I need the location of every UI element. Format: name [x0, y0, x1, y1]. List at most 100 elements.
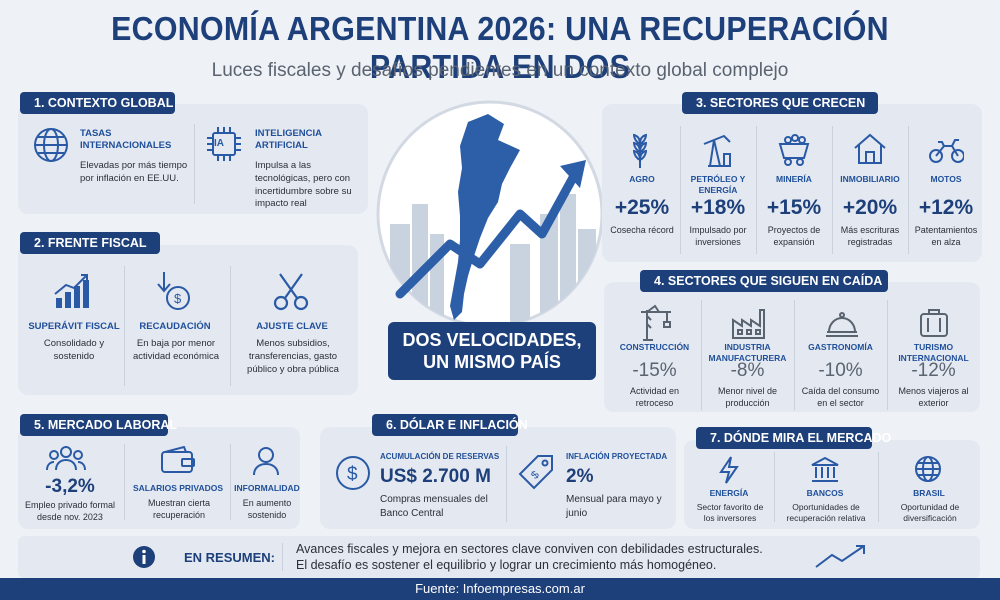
dolar-card: [320, 427, 676, 529]
resumen-text-2: El desafío es sostener el equilibrio y l…: [296, 558, 717, 572]
caida-sector-label: TURISMO INTERNACIONAL: [898, 342, 969, 363]
bar-chart-icon: [54, 274, 89, 308]
lightning-icon: [719, 456, 739, 484]
fiscal-header: 2. FRENTE FISCAL: [20, 232, 160, 254]
center-banner: DOS VELOCIDADES, UN MISMO PAÍS: [388, 322, 596, 380]
crecen-sector-value: +18%: [690, 196, 746, 219]
globe-icon: [915, 456, 941, 482]
price-tag-icon: $: [518, 455, 553, 490]
page-title: ECONOMÍA ARGENTINA 2026: UNA RECUPERACIÓ…: [111, 10, 889, 85]
ai-chip-icon: [207, 127, 241, 161]
divider: [230, 266, 231, 386]
resumen-text-1: Avances fiscales y mejora en sectores cl…: [296, 542, 763, 556]
crecen-sector-label: INMOBILIARIO: [840, 174, 900, 184]
inflacion-value: 2%: [566, 466, 594, 487]
laboral-card: [18, 427, 300, 529]
reservas-label: ACUMULACIÓN DE RESERVAS: [380, 452, 500, 461]
info-icon: [133, 546, 155, 568]
ia-text: Impulsa a las tecnológicas, pero con inc…: [255, 160, 352, 210]
mercado-card: [684, 440, 980, 529]
crecen-sector-text: Proyectos de expansión: [767, 225, 821, 248]
crecen-sector-label: MINERÍA: [776, 174, 812, 184]
divider: [701, 300, 702, 410]
reservas-value: US$ 2.700 M: [380, 466, 491, 487]
bancos-label: BANCOS: [806, 488, 844, 498]
wallet-icon: [161, 446, 195, 473]
salarios-label: SALARIOS PRIVADOS: [132, 483, 224, 493]
caida-sector-value: -10%: [818, 360, 863, 381]
crecen-sector-value: +25%: [614, 196, 670, 219]
crecen-sector-value: +20%: [842, 196, 898, 219]
center-illustration: [376, 100, 604, 328]
inflacion-text: Mensual para mayo y junio: [566, 494, 662, 519]
energia-label: ENERGÍA: [709, 488, 749, 498]
divider: [756, 126, 757, 254]
brasil-label: BRASIL: [913, 488, 945, 498]
caida-sector-value: -8%: [730, 360, 765, 381]
brasil-text: Oportunidad de diversificación: [900, 502, 960, 524]
divider: [832, 126, 833, 254]
person-icon: [253, 447, 279, 476]
cloche-icon: [825, 312, 858, 337]
caida-header: 4. SECTORES QUE SIGUEN EN CAÍDA: [640, 270, 888, 292]
caida-sector-value: -15%: [632, 360, 677, 381]
recaudacion-label: RECAUDACIÓN: [139, 321, 211, 332]
wheat-icon: [632, 133, 648, 168]
energia-text: Sector favorito de los inversores: [696, 502, 764, 524]
caida-sector-text: Actividad en retroceso: [629, 386, 680, 409]
crecen-sector-label: AGRO: [629, 174, 655, 184]
reservas-text: Compras mensuales del Banco Central: [380, 494, 488, 519]
crecen-sector-text: Impulsado por inversiones: [689, 225, 747, 248]
scissors-icon: [273, 273, 309, 311]
divider: [282, 543, 283, 571]
divider: [230, 444, 231, 520]
caida-sector-text: Caída del consumo en el sector: [801, 386, 880, 409]
trend-up-icon: [815, 545, 865, 568]
crecen-sector-text: Cosecha récord: [610, 225, 674, 235]
crane-icon: [640, 304, 671, 341]
mining-cart-icon: [778, 134, 810, 166]
dollar-coin-icon: $: [336, 456, 370, 490]
caida-sector-text: Menos viajeros al exterior: [898, 386, 969, 409]
recaudacion-text: En baja por menor actividad económica: [132, 338, 220, 362]
crecen-sector-label: PETRÓLEO Y ENERGÍA: [690, 174, 746, 195]
globe-icon: [34, 128, 68, 162]
bank-icon: [811, 456, 839, 482]
tasas-text: Elevadas por más tiempo por inflación en…: [80, 160, 188, 184]
informalidad-text: En aumento sostenido: [242, 498, 292, 521]
fiscal-card: [18, 245, 358, 395]
divider: [680, 126, 681, 254]
ajuste-label: AJUSTE CLAVE: [256, 321, 328, 332]
crecen-sector-label: MOTOS: [930, 174, 962, 184]
resumen-card: [18, 536, 980, 578]
svg-text:$: $: [529, 469, 542, 482]
resumen-label: EN RESUMEN:: [184, 550, 276, 565]
contexto-card: [18, 104, 368, 214]
divider: [887, 300, 888, 410]
laboral-header: 5. MERCADO LABORAL: [20, 414, 177, 436]
dolar-header: 6. DÓLAR E INFLACIÓN: [372, 414, 528, 436]
divider: [124, 266, 125, 386]
salarios-text: Muestran cierta recuperación: [147, 498, 211, 521]
argentina-map-shape: [450, 114, 520, 320]
caida-sector-text: Menor nivel de producción: [717, 386, 778, 409]
caida-sector-label: GASTRONOMÍA: [808, 342, 873, 352]
divider: [794, 300, 795, 410]
svg-text:$: $: [347, 464, 358, 485]
caida-sector-label: INDUSTRIA MANUFACTURERA: [708, 342, 787, 363]
crecen-sector-text: Patentamientos en alza: [914, 225, 978, 248]
caida-sector-label: CONSTRUCCIÓN: [619, 342, 690, 352]
contexto-header: 1. CONTEXTO GLOBAL: [20, 92, 175, 114]
crecen-card: [602, 104, 982, 262]
ia-label: INTELIGENCIA ARTIFICIAL: [255, 128, 322, 151]
superavit-text: Consolidado y sostenido: [43, 338, 105, 362]
page-subtitle: Luces fiscales y desafíos pendientes en …: [211, 60, 789, 81]
mercado-header: 7. DÓNDE MIRA EL MERCADO: [696, 427, 891, 449]
people-icon: [46, 446, 86, 471]
inflacion-label: INFLACIÓN PROYECTADA: [566, 452, 668, 461]
factory-icon: [731, 309, 765, 339]
crecen-sector-value: +12%: [918, 196, 974, 219]
tasas-label: TASAS INTERNACIONALES: [80, 128, 172, 151]
informalidad-label: INFORMALIDAD: [234, 483, 300, 493]
footer-source: Fuente: Infoempresas.com.ar: [0, 578, 1000, 600]
